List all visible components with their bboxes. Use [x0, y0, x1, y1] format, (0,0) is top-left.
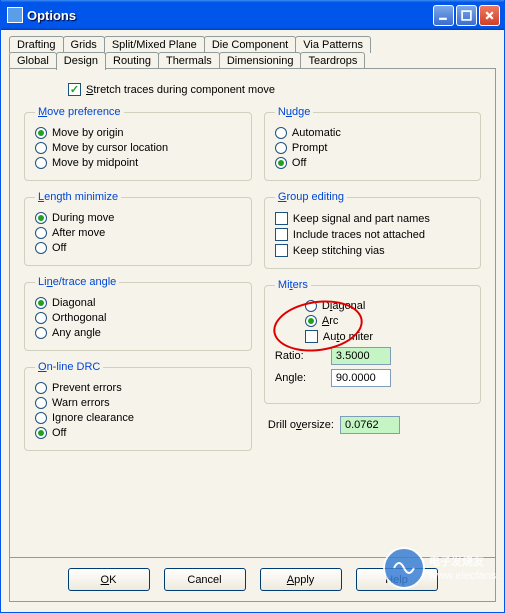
- titlebar-buttons: [433, 5, 500, 26]
- angle-diagonal[interactable]: Diagonal: [35, 297, 241, 309]
- drill-input[interactable]: [340, 416, 400, 434]
- drill-oversize-row: Drill oversize:: [268, 416, 481, 434]
- close-button[interactable]: [479, 5, 500, 26]
- radio-icon[interactable]: [35, 312, 47, 324]
- ratio-input[interactable]: [331, 347, 391, 365]
- auto-miter[interactable]: Auto miter: [305, 330, 470, 343]
- length-off[interactable]: Off: [35, 242, 241, 254]
- drc-prevent[interactable]: Prevent errors: [35, 382, 241, 394]
- keep-signal[interactable]: Keep signal and part names: [275, 212, 470, 225]
- maximize-button[interactable]: [456, 5, 477, 26]
- titlebar: Options: [1, 0, 504, 30]
- drill-label: Drill oversize:: [268, 419, 334, 431]
- angle-orthogonal[interactable]: Orthogonal: [35, 312, 241, 324]
- line-trace-legend: Line/trace angle: [35, 276, 119, 288]
- ratio-label: Ratio:: [275, 350, 327, 362]
- drc-off[interactable]: Off: [35, 427, 241, 439]
- help-button[interactable]: Help: [356, 568, 438, 591]
- move-preference-group: Move preference Move by origin Move by c…: [24, 106, 252, 181]
- checkbox-icon[interactable]: [305, 330, 318, 343]
- radio-icon[interactable]: [35, 397, 47, 409]
- radio-icon[interactable]: [35, 127, 47, 139]
- drc-warn[interactable]: Warn errors: [35, 397, 241, 409]
- tab-strip: Drafting Grids Split/Mixed Plane Die Com…: [9, 36, 496, 69]
- angle-label: Angle:: [275, 372, 327, 384]
- tab-die-component[interactable]: Die Component: [204, 36, 296, 53]
- checkbox-icon[interactable]: [275, 212, 288, 225]
- checkbox-icon[interactable]: [275, 228, 288, 241]
- radio-icon[interactable]: [35, 242, 47, 254]
- radio-icon[interactable]: [35, 227, 47, 239]
- angle-any[interactable]: Any angle: [35, 327, 241, 339]
- radio-icon[interactable]: [35, 157, 47, 169]
- radio-icon[interactable]: [275, 127, 287, 139]
- minimize-button[interactable]: [433, 5, 454, 26]
- app-icon: [7, 7, 23, 23]
- miters-group: Miters Diagonal Arc Auto miter Ratio: An…: [264, 279, 481, 404]
- nudge-off[interactable]: Off: [275, 157, 470, 169]
- ok-button[interactable]: OK: [68, 568, 150, 591]
- angle-row: Angle:: [275, 369, 470, 387]
- move-by-cursor[interactable]: Move by cursor location: [35, 142, 241, 154]
- nudge-automatic[interactable]: Automatic: [275, 127, 470, 139]
- miter-arc[interactable]: Arc: [305, 315, 470, 327]
- length-minimize-legend: Length minimize: [35, 191, 121, 203]
- move-preference-legend: Move preference: [35, 106, 124, 118]
- online-drc-legend: On-line DRC: [35, 361, 103, 373]
- tab-grids[interactable]: Grids: [63, 36, 105, 53]
- radio-icon[interactable]: [35, 427, 47, 439]
- radio-icon[interactable]: [35, 412, 47, 424]
- tab-dimensioning[interactable]: Dimensioning: [219, 52, 302, 69]
- dialog-buttons: OK Cancel Apply Help: [9, 558, 496, 602]
- length-minimize-group: Length minimize During move After move O…: [24, 191, 252, 266]
- group-editing-legend: Group editing: [275, 191, 347, 203]
- group-editing-group: Group editing Keep signal and part names…: [264, 191, 481, 269]
- tab-split-mixed[interactable]: Split/Mixed Plane: [104, 36, 205, 53]
- tab-teardrops[interactable]: Teardrops: [300, 52, 365, 69]
- radio-icon[interactable]: [305, 300, 317, 312]
- radio-icon[interactable]: [275, 142, 287, 154]
- line-trace-angle-group: Line/trace angle Diagonal Orthogonal Any…: [24, 276, 252, 351]
- radio-icon[interactable]: [35, 297, 47, 309]
- length-during[interactable]: During move: [35, 212, 241, 224]
- options-window: Options Drafting Grids Split/Mixed Plane…: [0, 0, 505, 613]
- nudge-prompt[interactable]: Prompt: [275, 142, 470, 154]
- stretch-traces-row[interactable]: ✓ Stretch traces during component move: [68, 83, 481, 96]
- move-by-midpoint[interactable]: Move by midpoint: [35, 157, 241, 169]
- radio-icon[interactable]: [275, 157, 287, 169]
- window-title: Options: [27, 8, 433, 23]
- include-traces[interactable]: Include traces not attached: [275, 228, 470, 241]
- tab-design[interactable]: Design: [56, 52, 106, 70]
- tab-drafting[interactable]: Drafting: [9, 36, 64, 53]
- radio-icon[interactable]: [35, 142, 47, 154]
- cancel-button[interactable]: Cancel: [164, 568, 246, 591]
- apply-button[interactable]: Apply: [260, 568, 342, 591]
- keep-stitching[interactable]: Keep stitching vias: [275, 244, 470, 257]
- online-drc-group: On-line DRC Prevent errors Warn errors I…: [24, 361, 252, 451]
- miter-diagonal[interactable]: Diagonal: [305, 300, 470, 312]
- angle-input[interactable]: [331, 369, 391, 387]
- tab-routing[interactable]: Routing: [105, 52, 159, 69]
- radio-icon[interactable]: [35, 212, 47, 224]
- checkbox-icon[interactable]: [275, 244, 288, 257]
- stretch-checkbox[interactable]: ✓: [68, 83, 81, 96]
- move-by-origin[interactable]: Move by origin: [35, 127, 241, 139]
- tab-global[interactable]: Global: [9, 52, 57, 69]
- drc-ignore[interactable]: Ignore clearance: [35, 412, 241, 424]
- radio-icon[interactable]: [35, 327, 47, 339]
- tab-thermals[interactable]: Thermals: [158, 52, 220, 69]
- stretch-label: Stretch traces during component move: [86, 84, 275, 96]
- radio-icon[interactable]: [305, 315, 317, 327]
- dialog-body: Drafting Grids Split/Mixed Plane Die Com…: [1, 30, 504, 612]
- tab-panel-design: ✓ Stretch traces during component move M…: [9, 68, 496, 558]
- length-after[interactable]: After move: [35, 227, 241, 239]
- radio-icon[interactable]: [35, 382, 47, 394]
- tab-via-patterns[interactable]: Via Patterns: [295, 36, 371, 53]
- miters-legend: Miters: [275, 279, 311, 291]
- nudge-group: Nudge Automatic Prompt Off: [264, 106, 481, 181]
- nudge-legend: Nudge: [275, 106, 313, 118]
- ratio-row: Ratio:: [275, 347, 470, 365]
